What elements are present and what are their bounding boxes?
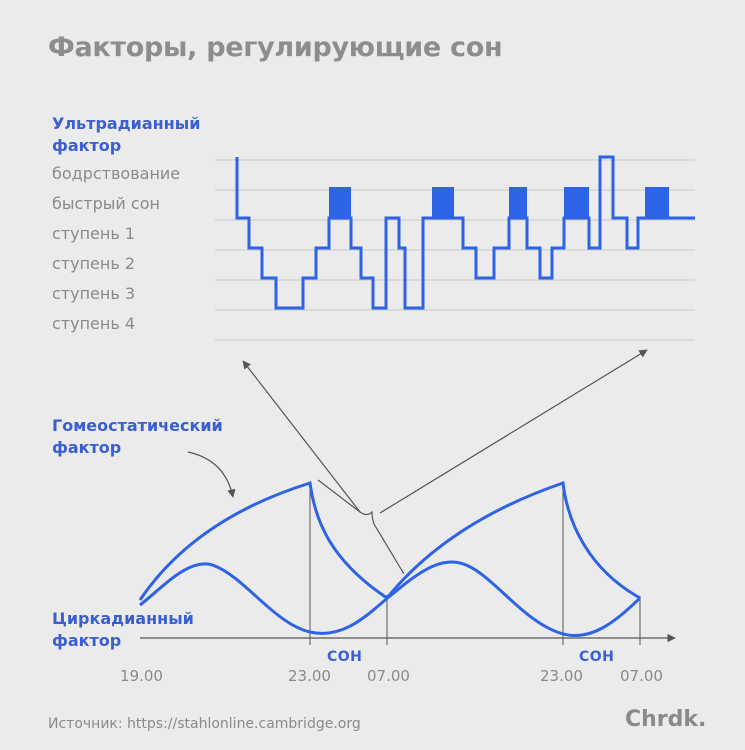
arrow-to-hypnogram-left (242, 360, 361, 513)
hypnogram-line (235, 155, 695, 310)
stage-label-3: ступень 3 (52, 284, 136, 303)
stage-label-4: ступень 4 (52, 314, 136, 333)
stage-label-wake: бодрствование (52, 164, 181, 183)
tick-2300-second: 23.00 (540, 667, 583, 685)
stage-label-rem: быстрый сон (52, 194, 160, 213)
homeostatic-label-line-2: фактор (52, 438, 122, 457)
rem-blocks (329, 187, 669, 218)
homeostatic-pointer-arrow (187, 451, 236, 498)
tick-0700-second: 07.00 (620, 667, 663, 685)
sleep-label-first: СОН (327, 649, 363, 665)
time-guides (309, 483, 641, 645)
page-title: Факторы, регулирующие сон (48, 32, 503, 63)
homeostatic-factor-label: Гомеостатический фактор (52, 415, 223, 459)
rem-block-4 (564, 187, 589, 218)
stage-label-1: ступень 1 (52, 224, 136, 243)
circadian-curve (139, 560, 642, 638)
stage-label-2: ступень 2 (52, 254, 136, 273)
rem-block-2 (432, 187, 454, 218)
ultradian-label-line-1: Ультрадианный (52, 114, 201, 133)
arrow-to-hypnogram-right (379, 349, 648, 514)
bracket (317, 479, 405, 575)
tick-2300-first: 23.00 (288, 667, 331, 685)
rem-block-3 (509, 187, 527, 218)
circadian-label-line-2: фактор (52, 631, 122, 650)
source-note: Источник: https://stahlonline.cambridge.… (48, 716, 361, 732)
homeostatic-curve (138, 480, 641, 601)
circadian-label-line-1: Циркадианный (52, 609, 194, 628)
circadian-factor-label: Циркадианный фактор (52, 608, 194, 652)
ultradian-label-line-2: фактор (52, 136, 122, 155)
homeostatic-label-line-1: Гомеостатический (52, 416, 223, 435)
tick-1900: 19.00 (120, 667, 163, 685)
ultradian-factor-label: Ультрадианный фактор (52, 113, 200, 157)
rem-block-5 (645, 187, 669, 218)
tick-0700-first: 07.00 (367, 667, 410, 685)
sleep-label-second: СОН (579, 649, 615, 665)
hypnogram-gridlines (215, 159, 695, 341)
chrdk-logo: Chrdk. (625, 707, 707, 732)
rem-block-1 (329, 187, 351, 218)
